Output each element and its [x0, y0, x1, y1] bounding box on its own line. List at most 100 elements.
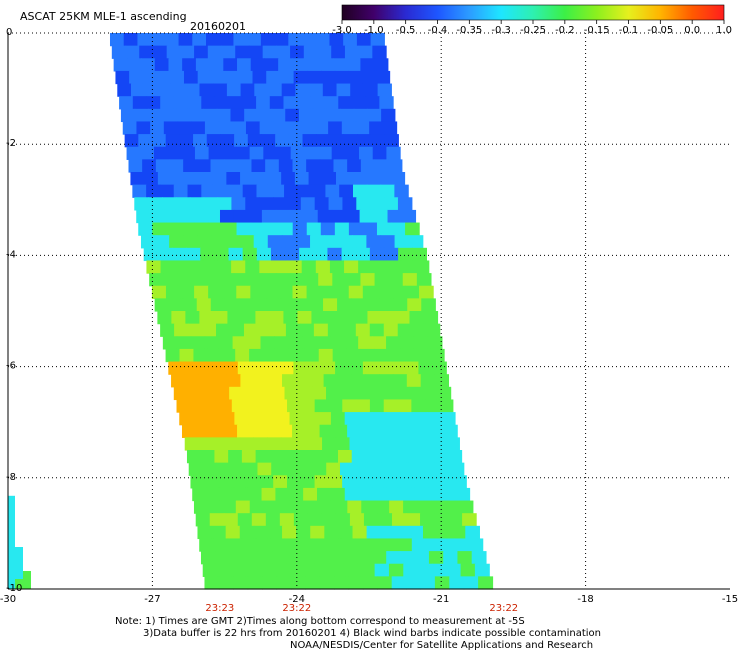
swath-cell	[376, 285, 392, 299]
swath-cell	[274, 563, 290, 577]
swath-cell	[194, 222, 210, 236]
swath-cell	[240, 374, 255, 388]
swath-cell	[314, 399, 330, 413]
swath-cell	[312, 386, 327, 401]
swath-cell	[264, 424, 279, 438]
swath-cell	[409, 311, 425, 325]
swath-cell	[151, 33, 166, 47]
swath-cell	[202, 563, 218, 577]
swath-cell	[165, 285, 181, 299]
swath-cell	[286, 197, 302, 211]
swath-cell	[339, 386, 355, 401]
swath-cell	[402, 424, 417, 438]
swath-cell	[328, 197, 344, 211]
swath-cell	[237, 159, 253, 173]
swath-cell	[140, 235, 156, 249]
swath-cell	[194, 285, 209, 299]
swath-cell	[193, 500, 209, 514]
swath-cell	[273, 121, 288, 135]
swath-cell	[429, 424, 445, 438]
swath-cell	[372, 412, 387, 426]
swath-cell	[163, 273, 178, 287]
swath-cell	[335, 437, 351, 451]
swath-cell	[397, 197, 413, 211]
swath-cell	[235, 348, 250, 363]
swath-cell	[305, 58, 320, 72]
swath-cell	[303, 487, 318, 502]
swath-cell	[289, 209, 305, 224]
swath-cell	[187, 96, 202, 110]
swath-cell	[310, 96, 326, 110]
swath-cell	[394, 462, 410, 476]
swath-cell	[216, 108, 232, 123]
swath-cell	[348, 222, 364, 236]
swath-cell	[379, 298, 394, 312]
colorbar-tick-label: -0.15	[584, 25, 610, 36]
swath-cell	[303, 412, 318, 426]
swath-cell	[386, 336, 401, 350]
colorbar-tick-label: -0.35	[456, 25, 482, 36]
swath-cell	[341, 323, 357, 337]
swath-cell	[366, 235, 382, 249]
swath-cell	[217, 260, 232, 274]
swath-cell	[280, 437, 296, 451]
swath-cell	[162, 336, 178, 350]
swath-cell	[356, 197, 371, 211]
swath-cell	[379, 96, 394, 110]
swath-cell	[383, 538, 399, 552]
swath-cell	[263, 500, 279, 514]
swath-cell	[223, 361, 239, 375]
swath-cell	[209, 513, 225, 527]
swath-cell	[320, 285, 336, 299]
swath-cell	[359, 146, 374, 160]
swath-cell	[241, 538, 257, 552]
swath-cell	[306, 222, 322, 236]
swath-cell	[347, 159, 362, 173]
swath-cell	[316, 134, 331, 148]
swath-cell	[199, 538, 214, 552]
swath-cell	[183, 235, 198, 249]
swath-cell	[134, 197, 149, 211]
swath-cell	[188, 462, 204, 476]
swath-cell	[271, 323, 287, 337]
swath-cell	[355, 538, 370, 552]
swath-cell	[261, 134, 276, 148]
swath-cell	[294, 172, 310, 186]
swath-cell	[160, 260, 176, 274]
swath-cell	[157, 172, 173, 186]
swath-cell	[288, 336, 303, 350]
swath-cell	[372, 336, 387, 350]
swath-cell	[312, 538, 328, 552]
swath-cell	[374, 159, 389, 173]
swath-cell	[269, 311, 285, 325]
swath-cell	[270, 538, 285, 552]
swath-cell	[109, 33, 125, 47]
swath-cell	[159, 184, 175, 198]
swath-cell	[226, 172, 241, 186]
swath-cell	[211, 235, 227, 249]
swath-cell	[292, 159, 307, 173]
swath-cell	[383, 475, 398, 489]
swath-cell	[249, 500, 265, 514]
swath-cell	[358, 487, 374, 502]
swath-cell	[331, 45, 346, 59]
swath-cell	[308, 172, 323, 186]
swath-cell	[276, 45, 291, 59]
swath-cell	[460, 563, 476, 577]
swath-cell	[185, 311, 200, 325]
swath-cell	[288, 33, 303, 47]
colorbar-tick-label: -0.2	[555, 25, 575, 36]
swath-cell	[270, 184, 285, 198]
time-label: 23:22	[489, 603, 518, 614]
swath-cell	[322, 172, 337, 186]
swath-cell	[392, 450, 408, 464]
swath-cell	[353, 386, 369, 401]
swath-cell	[221, 348, 236, 363]
swath-cell	[218, 475, 233, 489]
swath-cell	[231, 260, 246, 274]
swath-cell	[436, 462, 451, 476]
swath-cell	[152, 222, 167, 236]
swath-cell	[327, 323, 343, 337]
swath-cell	[319, 159, 335, 173]
swath-cell	[168, 298, 184, 312]
